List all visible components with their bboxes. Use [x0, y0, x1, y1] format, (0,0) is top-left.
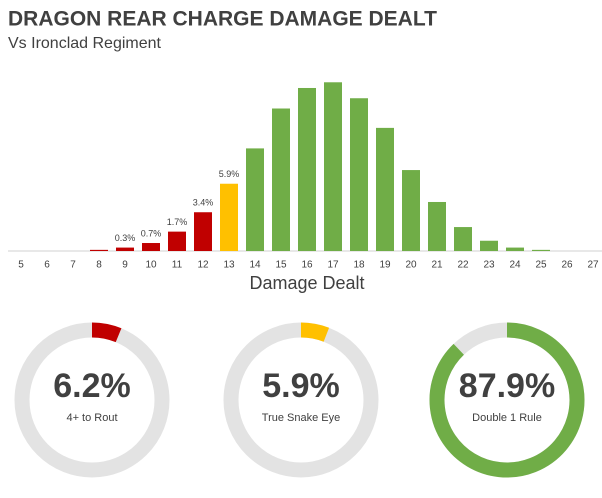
bar: [324, 82, 342, 251]
donut-label: 4+ to Rout: [66, 412, 117, 424]
x-tick-label: 5: [18, 260, 24, 271]
bar: [116, 247, 134, 251]
bar: [454, 227, 472, 251]
bar: [532, 249, 550, 251]
bar: [194, 212, 212, 251]
x-tick-label: 18: [353, 260, 365, 271]
x-tick-label: 27: [587, 260, 599, 271]
x-tick-label: 7: [70, 260, 76, 271]
bar: [428, 201, 446, 251]
value-label: 0.7%: [141, 228, 162, 238]
bar: [90, 249, 108, 251]
x-tick-label: 11: [172, 260, 183, 271]
x-tick-label: 23: [483, 260, 495, 271]
value-label: 0.3%: [115, 233, 136, 243]
bar: [350, 98, 368, 252]
x-tick-label: 13: [223, 260, 235, 271]
x-tick-label: 6: [44, 260, 50, 271]
donut-arc: [300, 322, 330, 342]
chart-title: DRAGON REAR CHARGE DAMAGE DEALT: [8, 8, 437, 31]
bar: [506, 247, 524, 251]
x-tick-label: 20: [405, 260, 417, 271]
x-tick-label: 17: [327, 260, 339, 271]
x-tick-label: 15: [275, 260, 287, 271]
bar: [376, 127, 394, 251]
x-tick-label: 8: [96, 260, 102, 271]
x-tick-label: 10: [145, 260, 157, 271]
value-label: 1.7%: [167, 217, 188, 227]
bar: [298, 87, 316, 251]
x-tick-label: 22: [457, 260, 469, 271]
chart-subtitle: Vs Ironclad Regiment: [8, 35, 162, 52]
x-tick-label: 12: [197, 260, 209, 271]
donut-value: 87.9%: [459, 367, 555, 405]
x-tick-label: 14: [249, 260, 261, 271]
x-tick-label: 16: [301, 260, 313, 271]
bar: [402, 170, 420, 251]
bar: [480, 240, 498, 251]
x-tick-label: 25: [535, 260, 547, 271]
bar: [142, 243, 160, 251]
bar: [168, 231, 186, 251]
donut-value: 5.9%: [262, 367, 340, 405]
value-label: 3.4%: [193, 198, 214, 208]
bar: [220, 183, 238, 251]
bar: [272, 108, 290, 251]
donut-label: True Snake Eye: [262, 412, 340, 424]
x-axis-label: Damage Dealt: [249, 273, 364, 293]
donut-arc: [91, 322, 122, 343]
donut-arc: [429, 322, 585, 478]
bar: [246, 148, 264, 251]
donut-value: 6.2%: [53, 367, 131, 405]
x-tick-label: 26: [561, 260, 573, 271]
donut-label: Double 1 Rule: [472, 412, 542, 424]
x-tick-label: 21: [431, 260, 443, 271]
value-label: 5.9%: [219, 169, 240, 179]
x-tick-label: 24: [509, 260, 521, 271]
x-tick-label: 19: [379, 260, 391, 271]
x-tick-label: 9: [122, 260, 128, 271]
